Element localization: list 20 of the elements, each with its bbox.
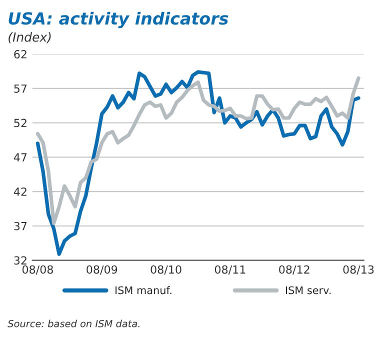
x-tick-label: 08/08 (22, 265, 53, 275)
y-tick-label: 57 (14, 84, 27, 93)
legend-label: ISM manuf. (116, 286, 172, 294)
x-tick-label: 08/11 (214, 265, 246, 275)
y-tick-label: 37 (14, 222, 27, 230)
y-tick-label: 62 (14, 50, 26, 58)
y-tick-label: 47 (14, 153, 27, 162)
y-tick-label: 42 (14, 188, 26, 196)
legend-label: ISM serv. (286, 286, 331, 294)
chart-title: USA: activity indicators (8, 12, 228, 28)
x-tick-label: 08/12 (279, 265, 310, 275)
source-note: Source: based on ISM data. (8, 320, 140, 328)
x-tick-label: 08/10 (150, 265, 182, 275)
y-tick-label: 32 (14, 256, 26, 265)
chart-subtitle: (Index) (8, 32, 51, 44)
x-tick-label: 08/13 (343, 265, 374, 275)
line-series (36, 76, 360, 225)
x-tick-label: 08/09 (86, 265, 118, 275)
y-tick-label: 52 (14, 118, 26, 128)
line-series (36, 70, 360, 256)
